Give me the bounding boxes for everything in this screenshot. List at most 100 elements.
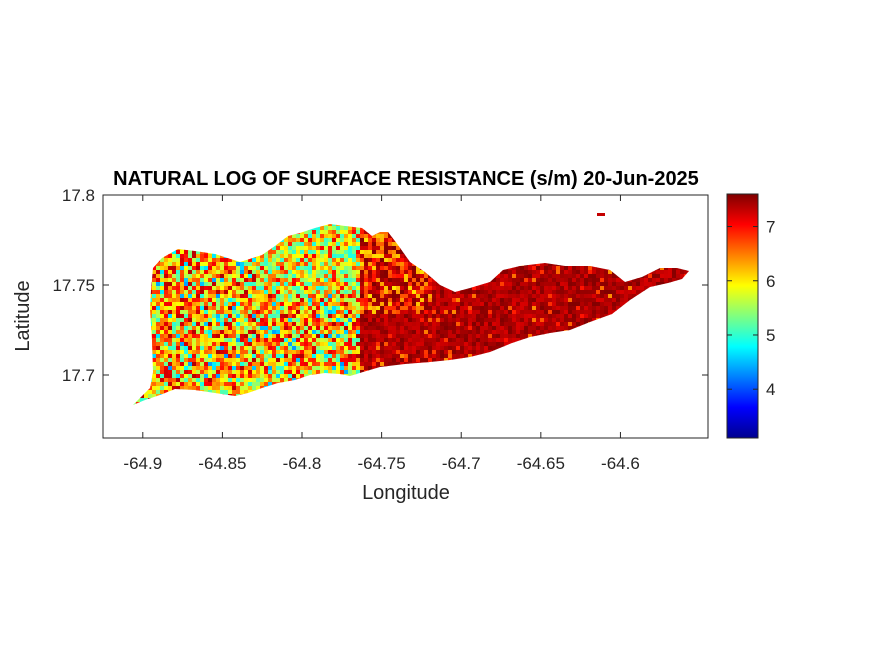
- heatmap-cell: [168, 314, 173, 319]
- heatmap-cell: [360, 282, 365, 287]
- heatmap-cell: [348, 306, 353, 311]
- heatmap-cell: [448, 326, 453, 331]
- heatmap-cell: [180, 250, 185, 255]
- heatmap-cell: [344, 258, 349, 263]
- heatmap-cell: [172, 330, 177, 335]
- heatmap-cell: [312, 298, 317, 303]
- heatmap-cell: [408, 354, 413, 359]
- heatmap-cell: [492, 294, 497, 299]
- heatmap-cell: [232, 306, 237, 311]
- heatmap-cell: [320, 270, 325, 275]
- heatmap-cell: [456, 346, 461, 351]
- heatmap-cell: [504, 318, 509, 323]
- heatmap-cell: [508, 278, 513, 283]
- heatmap-cell: [372, 346, 377, 351]
- heatmap-cell: [196, 290, 201, 295]
- heatmap-cell: [348, 346, 353, 351]
- heatmap-cell: [532, 274, 537, 279]
- heatmap-cell: [504, 302, 509, 307]
- heatmap-cell: [596, 302, 601, 307]
- heatmap-cell: [312, 330, 317, 335]
- heatmap-cell: [268, 278, 273, 283]
- heatmap-cell: [324, 290, 329, 295]
- heatmap-cell: [472, 322, 477, 327]
- heatmap-cell: [524, 294, 529, 299]
- heatmap-cell: [600, 274, 605, 279]
- heatmap-cell: [636, 282, 641, 287]
- heatmap-cell: [420, 322, 425, 327]
- heatmap-cell: [192, 330, 197, 335]
- heatmap-cell: [172, 294, 177, 299]
- heatmap-cell: [496, 318, 501, 323]
- heatmap-cell: [240, 274, 245, 279]
- heatmap-cell: [208, 274, 213, 279]
- heatmap-cell: [176, 258, 181, 263]
- heatmap-cell: [472, 346, 477, 351]
- heatmap-cell: [304, 254, 309, 259]
- heatmap-cell: [400, 354, 405, 359]
- heatmap-cell: [428, 358, 433, 363]
- heatmap-cell: [548, 278, 553, 283]
- heatmap-cell: [652, 278, 657, 283]
- heatmap-cell: [228, 302, 233, 307]
- heatmap-cell: [220, 362, 225, 367]
- heatmap-cell: [452, 334, 457, 339]
- heatmap-cell: [356, 306, 361, 311]
- heatmap-cell: [176, 334, 181, 339]
- heatmap-cell: [548, 262, 553, 267]
- heatmap-cell: [260, 326, 265, 331]
- heatmap-cell: [396, 278, 401, 283]
- heatmap-cell: [328, 298, 333, 303]
- heatmap-cell: [340, 314, 345, 319]
- heatmap-cell: [520, 290, 525, 295]
- heatmap-cell: [404, 294, 409, 299]
- heatmap-cell: [156, 286, 161, 291]
- heatmap-cell: [316, 350, 321, 355]
- heatmap-cell: [328, 270, 333, 275]
- heatmap-cell: [376, 246, 381, 251]
- heatmap-cell: [416, 346, 421, 351]
- heatmap-cell: [308, 358, 313, 363]
- heatmap-cell: [456, 318, 461, 323]
- heatmap-cell: [380, 322, 385, 327]
- heatmap-cell: [404, 270, 409, 275]
- heatmap-cell: [560, 298, 565, 303]
- heatmap-cell: [156, 362, 161, 367]
- heatmap-cell: [304, 358, 309, 363]
- heatmap-cell: [296, 318, 301, 323]
- heatmap-cell: [176, 274, 181, 279]
- heatmap-cell: [544, 330, 549, 335]
- heatmap-cell: [156, 270, 161, 275]
- heatmap-cell: [388, 278, 393, 283]
- heatmap-cell: [304, 290, 309, 295]
- heatmap-cell: [176, 350, 181, 355]
- heatmap-cell: [540, 266, 545, 271]
- heatmap-cell: [280, 322, 285, 327]
- heatmap-cell: [496, 298, 501, 303]
- heatmap-cell: [368, 346, 373, 351]
- heatmap-cell: [652, 270, 657, 275]
- heatmap-cell: [312, 310, 317, 315]
- heatmap-cell: [212, 322, 217, 327]
- heatmap-cell: [356, 246, 361, 251]
- heatmap-cell: [328, 322, 333, 327]
- heatmap-cell: [156, 314, 161, 319]
- heatmap-cell: [160, 262, 165, 267]
- heatmap-cell: [420, 310, 425, 315]
- heatmap-cell: [580, 318, 585, 323]
- heatmap-cell: [552, 294, 557, 299]
- heatmap-cell: [596, 270, 601, 275]
- heatmap-cell: [348, 338, 353, 343]
- heatmap-cell: [152, 354, 157, 359]
- heatmap-cell: [540, 282, 545, 287]
- heatmap-cell: [284, 346, 289, 351]
- heatmap-cell: [352, 358, 357, 363]
- heatmap-cell: [552, 322, 557, 327]
- heatmap-cell: [160, 258, 165, 263]
- heatmap-cell: [316, 262, 321, 267]
- heatmap-cell: [188, 282, 193, 287]
- heatmap-cell: [360, 298, 365, 303]
- heatmap-cell: [164, 270, 169, 275]
- heatmap-cell: [352, 290, 357, 295]
- heatmap-cell: [244, 330, 249, 335]
